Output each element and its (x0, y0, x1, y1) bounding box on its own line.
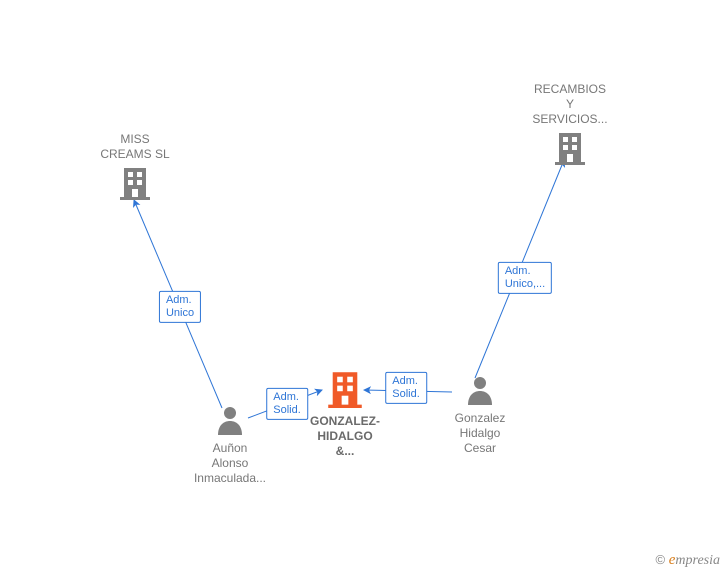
node-miss-creams[interactable]: MISSCREAMS SL (90, 130, 180, 204)
node-cesar[interactable]: GonzalezHidalgoCesar (440, 375, 520, 456)
node-gonzalez-hidalgo-co[interactable]: GONZALEZ-HIDALGO&... (300, 370, 390, 459)
node-aunon[interactable]: AuñonAlonsoInmaculada... (185, 405, 275, 486)
node-label: MISSCREAMS SL (90, 132, 180, 162)
building-icon (300, 370, 390, 412)
person-icon (440, 375, 520, 409)
building-icon (90, 166, 180, 204)
node-label: AuñonAlonsoInmaculada... (185, 441, 275, 486)
edge-label-aunon-miss: Adm.Unico (159, 291, 201, 323)
node-label: GonzalezHidalgoCesar (440, 411, 520, 456)
diagram-canvas: Adm.Unico Adm.Solid. Adm.Solid. Adm.Unic… (0, 0, 728, 575)
node-label: GONZALEZ-HIDALGO&... (300, 414, 390, 459)
node-recambios[interactable]: RECAMBIOSYSERVICIOS... (520, 80, 620, 169)
copyright-symbol: © (656, 552, 666, 567)
node-label: RECAMBIOSYSERVICIOS... (520, 82, 620, 127)
edge-label-cesar-gh: Adm.Solid. (385, 372, 427, 404)
copyright: © empresia (656, 552, 720, 569)
person-icon (185, 405, 275, 439)
building-icon (520, 131, 620, 169)
brand-rest: mpresia (675, 553, 720, 568)
edge-label-cesar-recambios: Adm.Unico,... (498, 262, 552, 294)
